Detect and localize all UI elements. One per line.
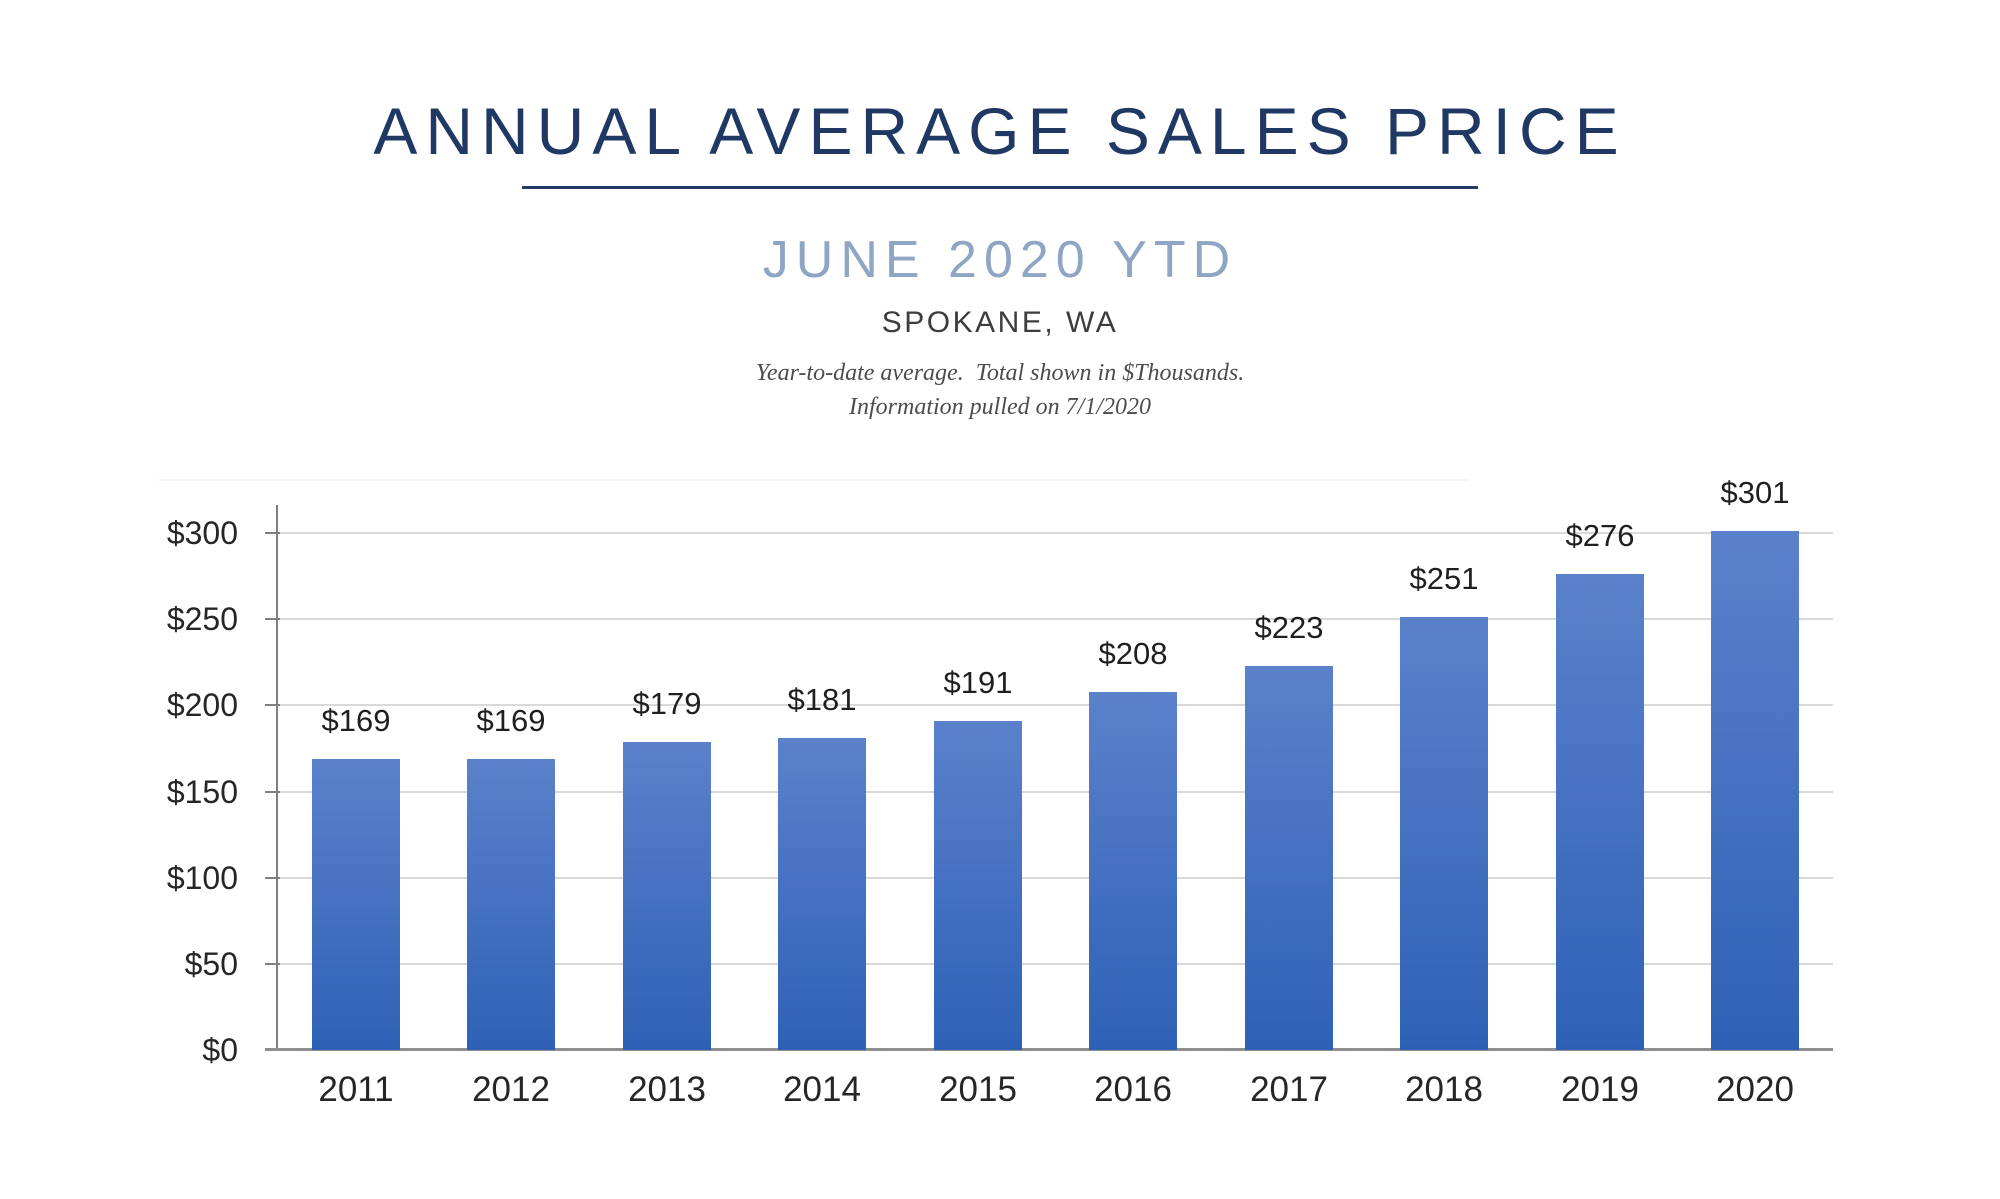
bar-value-label-2013: $179	[632, 686, 702, 721]
y-tick-150	[265, 791, 280, 793]
x-axis-label-2011: 2011	[318, 1070, 394, 1109]
bar-2020	[1711, 531, 1799, 1050]
y-tick-250	[265, 618, 280, 620]
bar-2018	[1400, 617, 1488, 1050]
x-axis-label-2012: 2012	[472, 1070, 550, 1109]
bar-2014	[778, 738, 866, 1050]
gridline-100	[278, 877, 1833, 879]
gridline-300	[278, 532, 1833, 534]
title-underline	[522, 186, 1478, 189]
x-axis-label-2016: 2016	[1094, 1070, 1172, 1109]
x-axis-label-2020: 2020	[1716, 1070, 1794, 1109]
note-line-2: Information pulled on 7/1/2020	[849, 394, 1151, 420]
x-axis-label-2015: 2015	[939, 1070, 1017, 1109]
bar-value-label-2018: $251	[1409, 561, 1479, 596]
x-axis-label-2019: 2019	[1561, 1070, 1639, 1109]
x-axis-label-2018: 2018	[1405, 1070, 1483, 1109]
y-tick-200	[265, 704, 280, 706]
bar-value-label-2014: $181	[787, 682, 857, 717]
y-axis-line	[276, 505, 278, 1050]
bar-2015	[934, 721, 1022, 1050]
bar-2013	[623, 742, 711, 1050]
y-axis-label-200: $200	[166, 687, 238, 723]
page-title: ANNUAL AVERAGE SALES PRICE	[373, 94, 1627, 168]
gridline-150	[278, 791, 1833, 793]
bar-value-label-2012: $169	[476, 703, 546, 738]
x-axis-line	[265, 1048, 1833, 1051]
page-subtitle: JUNE 2020 YTD	[762, 231, 1238, 289]
bar-2016	[1089, 692, 1177, 1050]
location-label: SPOKANE, WA	[881, 306, 1119, 339]
bar-2017	[1245, 666, 1333, 1050]
y-axis-label-50: $50	[184, 946, 238, 982]
y-axis-label-300: $300	[166, 515, 238, 551]
x-axis-label-2017: 2017	[1250, 1070, 1328, 1109]
bar-value-label-2017: $223	[1254, 610, 1324, 645]
gridline-250	[278, 618, 1833, 620]
y-tick-100	[265, 877, 280, 879]
note-line-1: Year-to-date average. Total shown in $Th…	[755, 360, 1245, 386]
bar-2019	[1556, 574, 1644, 1050]
x-axis-label-2014: 2014	[783, 1070, 861, 1109]
bar-value-label-2015: $191	[943, 665, 1013, 700]
gridline-50	[278, 963, 1833, 965]
chart-image-edge-artifact	[158, 479, 1470, 481]
y-axis-label-250: $250	[166, 601, 238, 637]
x-axis-label-2013: 2013	[628, 1070, 706, 1109]
bar-value-label-2019: $276	[1565, 518, 1635, 553]
y-tick-300	[265, 532, 280, 534]
bar-2011	[312, 759, 400, 1050]
y-axis-label-100: $100	[166, 860, 238, 896]
y-axis-label-150: $150	[166, 774, 238, 810]
gridline-200	[278, 704, 1833, 706]
bar-2012	[467, 759, 555, 1050]
y-axis-label-0: $0	[202, 1032, 238, 1068]
bar-value-label-2020: $301	[1720, 475, 1790, 510]
bar-value-label-2016: $208	[1098, 636, 1168, 671]
bar-value-label-2011: $169	[321, 703, 391, 738]
y-tick-50	[265, 963, 280, 965]
